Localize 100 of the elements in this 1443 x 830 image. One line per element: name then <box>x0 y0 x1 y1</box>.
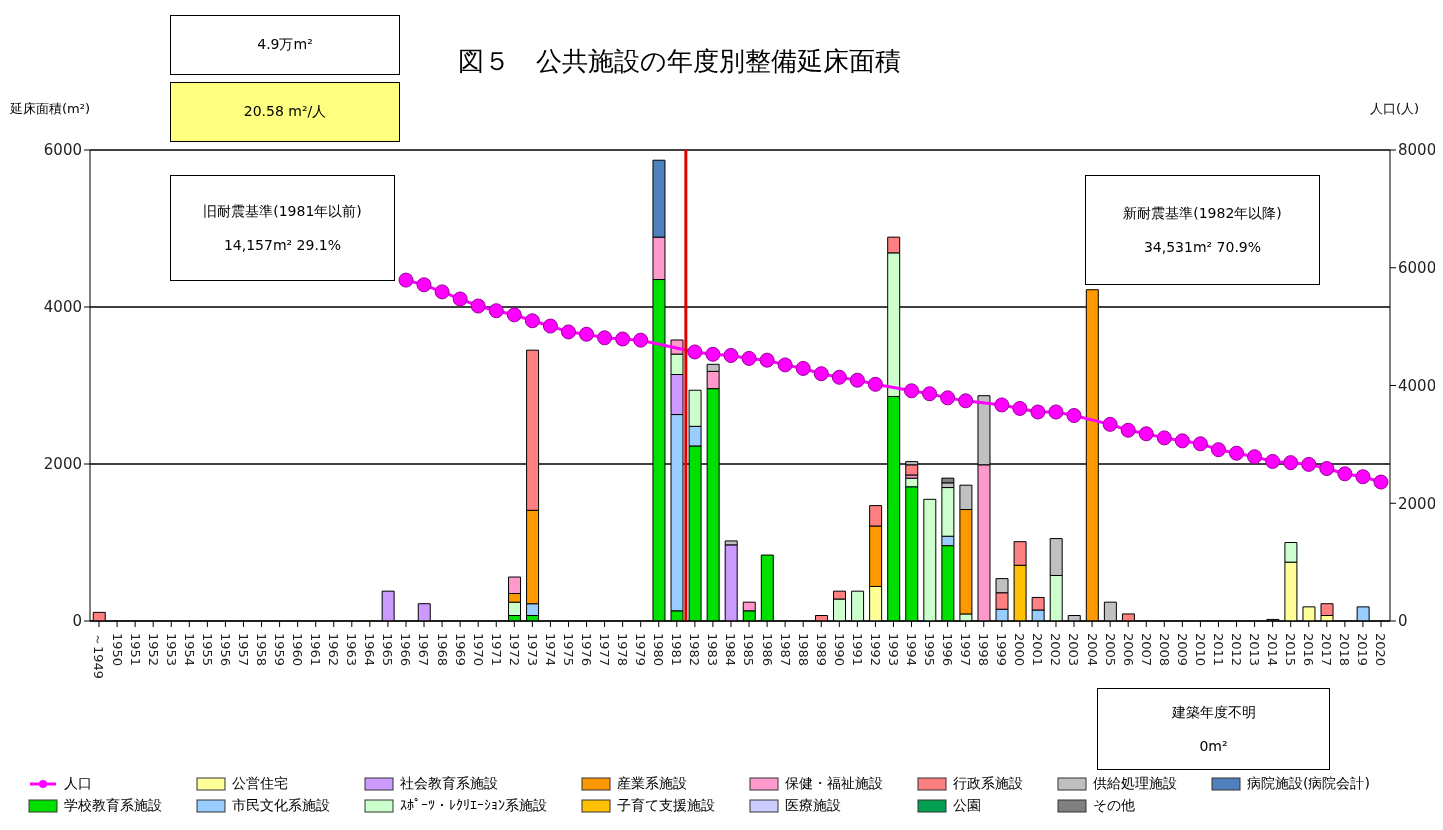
x-tick-label: 1988 <box>795 633 811 667</box>
x-tick-label: 1972 <box>506 633 522 667</box>
text-box: 新耐震基準(1982年以降) 34,531m² 70.9% <box>1085 175 1320 285</box>
legend-label: 産業系施設 <box>617 775 687 793</box>
x-tick-label: 2018 <box>1337 633 1353 667</box>
legend-label: 医療施設 <box>785 797 841 815</box>
x-tick-label: 1998 <box>976 633 992 667</box>
x-tick-label: 2003 <box>1066 633 1082 667</box>
text-box: 20.58 m²/人 <box>170 82 400 142</box>
y2-tick-label: 6000 <box>1398 259 1437 278</box>
legend-label: 公営住宅 <box>232 775 288 793</box>
y-tick-label: 4000 <box>43 298 82 317</box>
x-tick-label: 1963 <box>344 633 360 667</box>
x-tick-label: 2005 <box>1102 633 1118 667</box>
x-tick-label: 1976 <box>578 633 594 667</box>
x-tick-label: 1955 <box>199 633 215 667</box>
legend-label: 行政系施設 <box>953 775 1023 793</box>
x-tick-label: 2004 <box>1084 633 1100 667</box>
x-tick-label: ～1949 <box>91 633 107 680</box>
x-tick-label: 1961 <box>308 633 324 667</box>
x-tick-label: 1992 <box>867 633 883 667</box>
y2-tick-label: 4000 <box>1398 376 1437 395</box>
x-tick-label: 1973 <box>524 633 540 667</box>
x-tick-label: 1968 <box>434 633 450 667</box>
x-tick-label: 1957 <box>235 633 251 667</box>
x-tick-label: 1991 <box>849 633 865 667</box>
x-tick-label: 1956 <box>217 633 233 667</box>
x-tick-label: 1977 <box>597 633 613 667</box>
x-tick-label: 1979 <box>633 633 649 667</box>
x-tick-label: 1975 <box>560 633 576 667</box>
annotation: 14,157m² 29.1% <box>223 237 342 253</box>
x-tick-label: 1982 <box>687 633 703 667</box>
y-tick-label: 0 <box>72 612 82 631</box>
x-tick-label: 1986 <box>759 633 775 667</box>
x-tick-label: 2012 <box>1228 633 1244 667</box>
x-tick-label: 1980 <box>651 633 667 667</box>
x-tick-label: 1954 <box>181 633 197 667</box>
x-tick-label: 1952 <box>145 633 161 667</box>
legend-label: 公園 <box>953 797 981 815</box>
y2-tick-label: 8000 <box>1398 141 1437 160</box>
x-tick-label: 1978 <box>615 633 631 667</box>
x-tick-label: 1966 <box>398 633 414 667</box>
x-tick-label: 1960 <box>290 633 306 667</box>
y2-tick-label: 2000 <box>1398 494 1437 513</box>
x-tick-label: 1990 <box>831 633 847 667</box>
x-tick-label: 2010 <box>1192 633 1208 667</box>
annotation: 旧耐震基準(1981年以前) <box>203 203 362 221</box>
x-tick-label: 1959 <box>272 633 288 667</box>
x-tick-label: 1951 <box>127 633 143 667</box>
x-tick-label: 1965 <box>380 633 396 667</box>
x-tick-label: 2007 <box>1138 633 1154 667</box>
x-tick-label: 2008 <box>1156 633 1172 667</box>
x-tick-label: 1996 <box>940 633 956 667</box>
x-tick-label: 2009 <box>1174 633 1190 667</box>
chart-title: 図５ 公共施設の年度別整備延床面積 <box>458 45 901 78</box>
y2-tick-label: 0 <box>1398 612 1408 631</box>
x-tick-label: 1971 <box>488 633 504 667</box>
legend-label: 保健・福祉施設 <box>785 775 883 793</box>
text-box: 4.9万m² <box>170 15 400 75</box>
x-tick-label: 1994 <box>903 633 919 667</box>
x-tick-label: 1962 <box>326 633 342 667</box>
legend-label: その他 <box>1093 797 1135 815</box>
legend-label: 病院施設(病院会計) <box>1247 775 1370 793</box>
x-tick-label: 1970 <box>470 633 486 667</box>
x-tick-label: 2019 <box>1355 633 1371 667</box>
x-tick-label: 2015 <box>1283 633 1299 667</box>
x-tick-label: 1958 <box>253 633 269 667</box>
legend-label: 学校教育系施設 <box>64 797 162 815</box>
x-tick-label: 1983 <box>705 633 721 667</box>
x-tick-label: 2017 <box>1319 633 1335 667</box>
x-tick-label: 1985 <box>741 633 757 667</box>
text-box: 旧耐震基準(1981年以前) 14,157m² 29.1% <box>170 175 395 281</box>
x-tick-label: 2016 <box>1301 633 1317 667</box>
x-tick-label: 1967 <box>416 633 432 667</box>
x-tick-label: 1953 <box>163 633 179 667</box>
x-tick-label: 1993 <box>885 633 901 667</box>
x-tick-label: 2002 <box>1048 633 1064 667</box>
x-tick-label: 1969 <box>452 633 468 667</box>
legend-label: 供給処理施設 <box>1093 775 1177 793</box>
x-tick-label: 1999 <box>994 633 1010 667</box>
y-tick-label: 2000 <box>43 455 82 474</box>
x-tick-label: 2011 <box>1210 633 1226 667</box>
annotation: 新耐震基準(1982年以降) <box>1123 205 1282 223</box>
text-box: 建築年度不明 0m² <box>1097 688 1330 770</box>
x-tick-label: 1997 <box>958 633 974 667</box>
x-tick-label: 2014 <box>1265 633 1281 667</box>
x-tick-label: 2001 <box>1030 633 1046 667</box>
x-tick-label: 1989 <box>813 633 829 667</box>
x-tick-label: 2013 <box>1247 633 1263 667</box>
legend-label: 社会教育系施設 <box>400 775 498 793</box>
y-tick-label: 6000 <box>43 141 82 160</box>
legend-label: 人口 <box>64 775 92 793</box>
legend-label: 市民文化系施設 <box>232 797 330 815</box>
x-tick-label: 1987 <box>777 633 793 667</box>
x-tick-label: 1950 <box>109 633 125 667</box>
x-tick-label: 1995 <box>922 633 938 667</box>
annotation: 34,531m² 70.9% <box>1143 239 1262 255</box>
x-tick-label: 2000 <box>1012 633 1028 667</box>
x-tick-label: 1964 <box>362 633 378 667</box>
x-tick-label: 1984 <box>723 633 739 667</box>
